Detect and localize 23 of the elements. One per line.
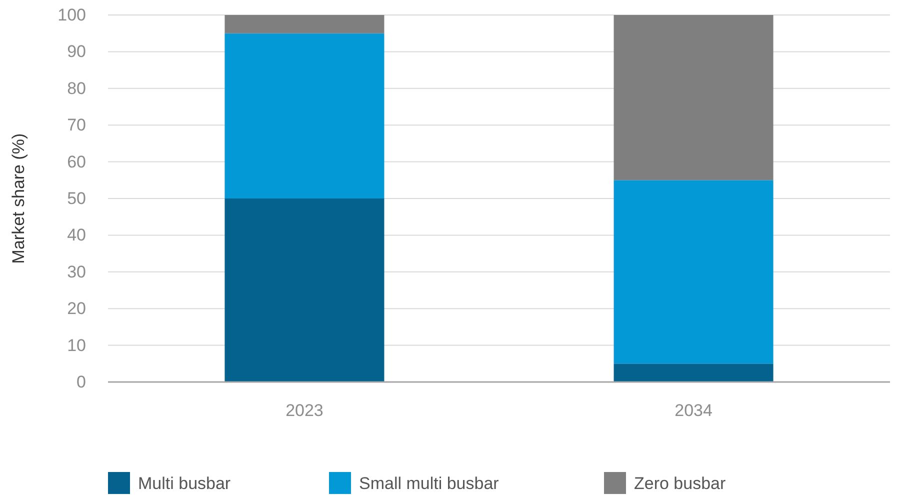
x-tick-label: 2034 [674,401,712,420]
y-tick-label: 80 [67,78,86,98]
legend-label: Multi busbar [138,474,231,493]
legend-label: Small multi busbar [359,474,500,493]
legend-label: Zero busbar [634,474,726,493]
bar [614,364,774,382]
y-tick-label: 30 [67,262,86,282]
y-axis-title: Market share (%) [9,133,28,264]
bar [614,180,774,364]
y-tick-label: 70 [67,116,86,135]
bar [224,33,384,198]
bar [224,198,384,382]
y-tick-label: 100 [58,5,86,24]
y-tick-label: 50 [67,188,86,208]
y-tick-label: 90 [67,42,86,62]
y-tick-label: 20 [67,299,86,318]
y-tick-label: 60 [67,152,86,172]
y-tick-label: 40 [67,226,86,245]
y-tick-label: 10 [67,336,86,355]
bar [614,15,774,180]
bar [224,15,384,34]
x-tick-label: 2023 [286,401,324,420]
y-tick-label: 0 [76,372,86,392]
